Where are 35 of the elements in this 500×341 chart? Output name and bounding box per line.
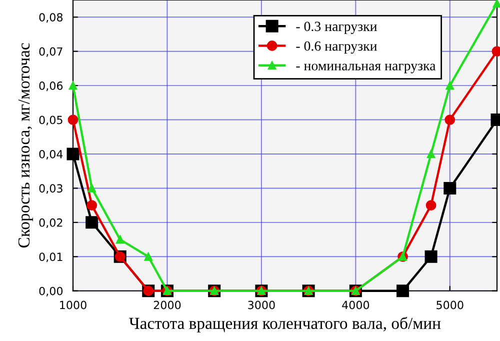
y-tick-label: 0,05 xyxy=(39,116,62,126)
point xyxy=(66,148,80,160)
x-axis-title: Частота вращения коленчатого вала, об/мин xyxy=(129,316,441,332)
point xyxy=(444,182,456,194)
x-tick-label: 5000 xyxy=(436,300,464,310)
x-tick-label: 4000 xyxy=(342,300,370,310)
legend-label: - номинальная нагрузка xyxy=(296,64,436,74)
point xyxy=(424,250,438,263)
legend-label: - 0.6 нагрузки xyxy=(296,41,377,54)
point xyxy=(116,235,124,244)
point xyxy=(396,284,410,298)
y-tick-label: 0,01 xyxy=(39,252,62,262)
point xyxy=(492,0,500,8)
y-tick-label: 0,02 xyxy=(39,218,62,228)
point xyxy=(86,216,98,229)
y-tick-label: 0,04 xyxy=(39,150,63,160)
x-tick-label: 1000 xyxy=(60,300,86,310)
y-tick-label: 0,06 xyxy=(39,82,63,92)
y-tick-label: 0,07 xyxy=(39,47,62,57)
x-tick-label: 2000 xyxy=(154,300,181,310)
point xyxy=(88,184,96,192)
point xyxy=(426,200,436,211)
point xyxy=(68,81,78,90)
point xyxy=(86,200,98,211)
point xyxy=(144,252,153,261)
point xyxy=(426,150,436,158)
point xyxy=(68,114,78,125)
y-tick-label: 0,08 xyxy=(39,13,63,23)
y-tick-label: 0,00 xyxy=(39,286,63,296)
y-tick-label: 0,03 xyxy=(39,184,62,194)
y-axis-title: Скорость износа, мг/моточас xyxy=(18,43,33,248)
x-tick-label: 3000 xyxy=(248,300,275,310)
point xyxy=(444,114,456,125)
legend-label: - 0.3 нагрузки xyxy=(296,22,377,34)
point xyxy=(446,81,454,90)
